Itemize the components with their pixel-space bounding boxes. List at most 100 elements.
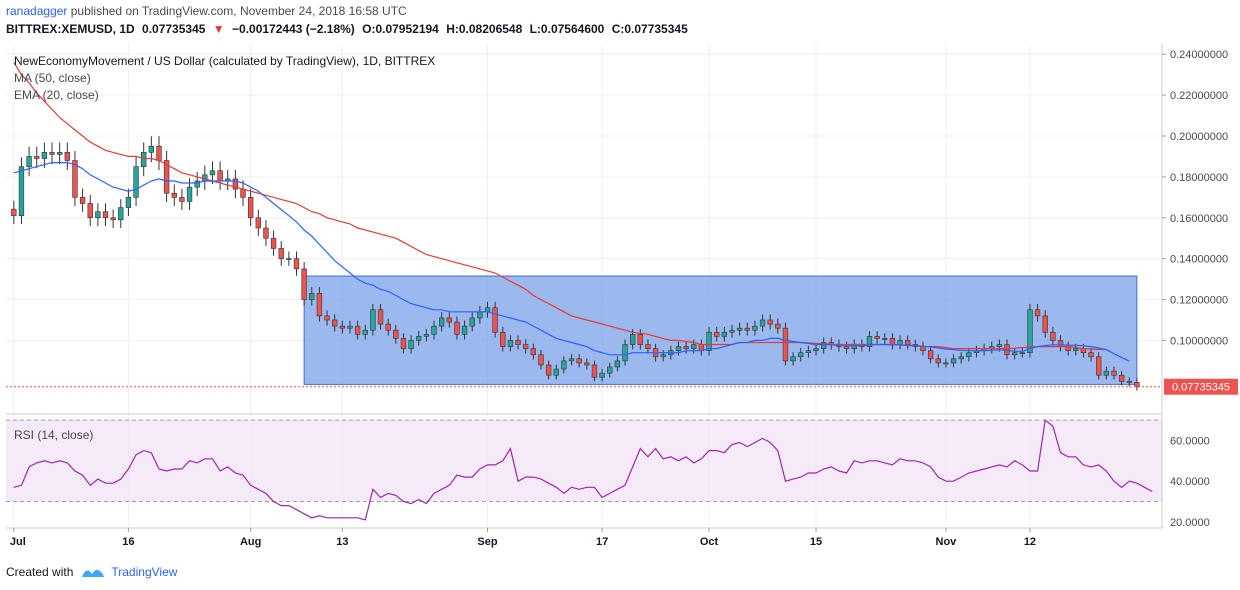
price-change: −0.00172443 (−2.18%) [232, 22, 355, 36]
candle-body [477, 311, 483, 319]
tradingview-logo-icon [82, 569, 105, 577]
candle-body [209, 170, 216, 176]
candle-body [691, 344, 697, 349]
range-rectangle [303, 275, 1138, 385]
candle-body [1073, 348, 1079, 351]
candle-body [798, 352, 804, 358]
last-price-label: 0.07735345 [1172, 382, 1230, 394]
time-tick-label: Oct [700, 536, 719, 548]
candle-body [64, 152, 70, 161]
time-tick-label: Nov [936, 536, 958, 548]
candle-body [1118, 374, 1125, 382]
candle-body [370, 309, 376, 331]
high-value: H:0.08206548 [446, 22, 523, 36]
candle-body [393, 329, 399, 339]
candle-body [400, 338, 407, 349]
price-tick-label: 0.24000000 [1170, 49, 1228, 61]
candle-body [584, 362, 590, 366]
candle-body [163, 160, 170, 194]
candle-body [1004, 344, 1010, 356]
candle-body [660, 354, 666, 358]
author-link[interactable]: ranadagger [6, 4, 68, 18]
tradingview-link[interactable]: TradingView [111, 565, 178, 579]
down-arrow-icon: ▼ [212, 22, 225, 36]
candle-body [232, 178, 239, 190]
candle-body [553, 368, 559, 376]
candle-body [675, 346, 682, 351]
candle-body [148, 145, 155, 153]
time-tick-label: 12 [1024, 536, 1036, 548]
candle-body [431, 325, 437, 335]
candle-body [599, 372, 605, 378]
candle-body [354, 325, 361, 335]
price-tick-label: 0.22000000 [1170, 90, 1228, 102]
legend-ema: EMA (20, close) [14, 88, 99, 102]
footer: Created with TradingView [6, 565, 177, 579]
candle-body [500, 331, 506, 347]
candle-body [446, 317, 452, 323]
candle-body [416, 336, 422, 341]
candle-body [1088, 352, 1094, 358]
candle-body [943, 362, 949, 365]
candle-body [530, 348, 537, 356]
time-tick-label: 15 [810, 536, 822, 548]
candle-body [507, 340, 514, 347]
candle-body [645, 344, 651, 349]
candle-body [179, 197, 185, 202]
price-tick-label: 0.16000000 [1170, 213, 1228, 225]
last-price-badge [1164, 378, 1238, 395]
candle-body [950, 358, 957, 364]
rsi-line [13, 418, 1153, 521]
price-tick-label: 0.18000000 [1170, 172, 1228, 184]
candle-body [102, 211, 109, 219]
candle-body [408, 340, 414, 349]
candle-body [41, 152, 48, 159]
candle-body [171, 192, 177, 198]
candle-body [996, 344, 1003, 347]
candle-body [866, 336, 873, 347]
candle-body [247, 197, 254, 219]
candle-body [607, 366, 613, 374]
candle-body [958, 356, 964, 360]
candle-body [683, 346, 689, 349]
candle-body [1042, 315, 1048, 333]
published-text: published on TradingView.com, November 2… [70, 4, 407, 18]
candle-body [34, 156, 40, 159]
time-tick-label: 16 [122, 536, 134, 548]
candle-body [332, 319, 338, 327]
candle-body [561, 360, 567, 370]
candle-body [49, 152, 55, 155]
candle-body [1034, 309, 1041, 317]
time-tick-label: Jul [10, 536, 26, 548]
candle-body [1027, 309, 1033, 354]
candle-body [1134, 382, 1140, 388]
price-tick-label: 0.10000000 [1170, 335, 1228, 347]
candle-body [591, 364, 598, 378]
price-tick-label: 0.20000000 [1170, 131, 1228, 143]
candle-body [217, 170, 223, 182]
symbol-summary: BITTREX:XEMUSD, 1D 0.07735345 ▼ −0.00172… [6, 22, 692, 36]
close-value: C:0.07735345 [611, 22, 688, 36]
candle-body [889, 338, 896, 345]
candle-body [843, 346, 850, 349]
candle-body [538, 354, 544, 366]
candle-body [813, 348, 819, 351]
candle-body [18, 166, 25, 217]
candle-body [194, 180, 200, 188]
symbol-label: BITTREX:XEMUSD, 1D [6, 22, 135, 36]
candle-body [790, 356, 796, 362]
created-with-text: Created with [6, 565, 74, 579]
current-price: 0.07735345 [142, 22, 206, 36]
candle-body [362, 329, 368, 335]
candle-body [1103, 370, 1110, 376]
candle-body [316, 293, 323, 317]
candle-body [1096, 356, 1102, 376]
candle-body [515, 340, 521, 345]
chart-legend: NewEconomyMovement / US Dollar (calculat… [14, 53, 435, 104]
time-tick-label: 13 [336, 536, 348, 548]
candle-body [309, 293, 315, 300]
candle-body [110, 217, 116, 221]
candle-body [1019, 352, 1025, 355]
candle-body [87, 203, 93, 219]
